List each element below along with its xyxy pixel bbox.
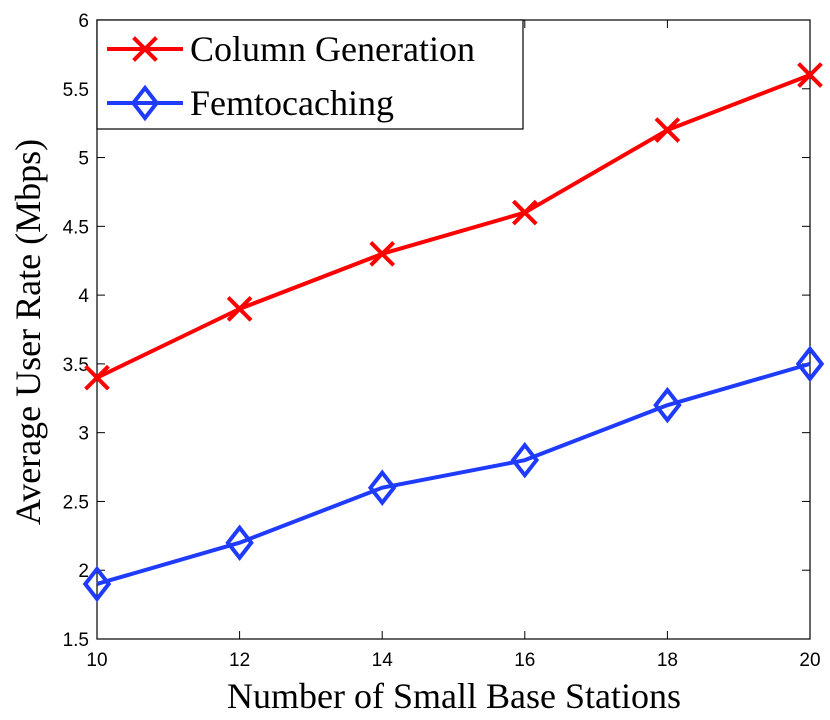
legend-label: Column Generation (190, 29, 475, 69)
legend: Column Generation Femtocaching (96, 19, 524, 130)
legend-marker (132, 36, 158, 62)
data-point (369, 241, 396, 267)
data-point (226, 296, 253, 322)
series-1 (84, 62, 823, 391)
y-tick-label: 1.5 (63, 630, 89, 651)
y-tick-label: 3 (78, 424, 89, 445)
data-point (653, 386, 682, 424)
y-tick-label: 4.5 (63, 217, 89, 238)
series-line (96, 361, 811, 586)
legend-item: Column Generation (107, 29, 475, 69)
series-2 (82, 345, 825, 603)
y-tick-label: 5.5 (63, 80, 89, 101)
x-tick-label: 14 (372, 650, 394, 671)
data-point (510, 441, 540, 479)
data-point (654, 117, 681, 143)
x-tick-label: 12 (229, 650, 250, 671)
x-axis-title: Number of Small Base Stations (227, 676, 681, 716)
x-tick-label: 10 (86, 650, 107, 671)
series-layer (82, 62, 825, 603)
data-point (82, 565, 112, 603)
data-point (84, 364, 110, 391)
data-point (367, 469, 397, 506)
data-point (225, 524, 254, 561)
legend-marker (130, 84, 160, 122)
legend-label: Femtocaching (190, 83, 394, 123)
legend-box (96, 19, 524, 130)
y-tick-label: 2 (78, 561, 89, 582)
y-tick-label: 3.5 (63, 355, 89, 376)
y-tick-label: 5 (78, 149, 89, 170)
series-line (96, 73, 811, 380)
y-tick-label: 6 (78, 11, 89, 32)
y-axis-title: Average User Rate (Mbps) (8, 139, 48, 525)
axis-ticks: 10 12 14 16 18 20 1.5 2 2.5 3 3.5 4 4.5 5 5.5 6 (63, 11, 821, 671)
x-tick-label: 18 (657, 650, 678, 671)
y-tick-label: 2.5 (63, 492, 89, 513)
y-tick-label: 4 (78, 286, 89, 307)
data-point (511, 199, 538, 226)
data-point (795, 345, 825, 383)
legend-item: Femtocaching (107, 83, 394, 123)
x-tick-label: 16 (514, 650, 535, 671)
x-tick-label: 20 (799, 650, 820, 671)
data-point (797, 62, 823, 88)
